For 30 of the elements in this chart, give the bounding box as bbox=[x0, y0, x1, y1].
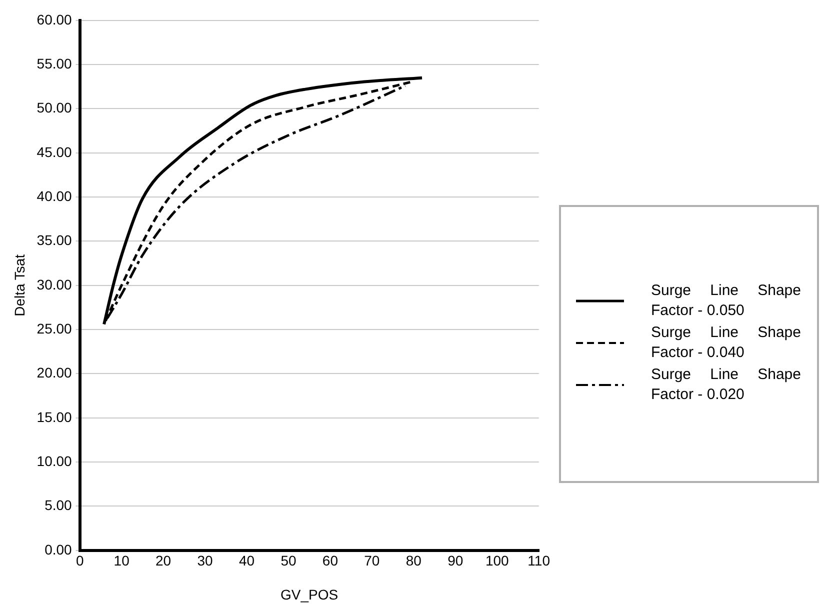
x-tick-label: 100 bbox=[485, 552, 510, 569]
y-tick-label: 25.00 bbox=[36, 320, 72, 336]
y-tick-label: 0.00 bbox=[44, 541, 72, 558]
y-tick-label: 5.00 bbox=[44, 497, 72, 514]
y-tick-label: 15.00 bbox=[36, 408, 72, 425]
x-tick-label: 90 bbox=[448, 552, 464, 569]
x-tick-label: 10 bbox=[114, 552, 130, 569]
x-tick-label: 20 bbox=[156, 552, 172, 569]
x-tick-label: 60 bbox=[322, 552, 338, 569]
y-tick-label: 50.00 bbox=[36, 100, 72, 116]
y-tick-label: 35.00 bbox=[36, 232, 72, 248]
x-axis-title: GV_POS bbox=[280, 586, 338, 602]
x-tick-label: 30 bbox=[197, 552, 214, 569]
y-tick-label: 20.00 bbox=[36, 364, 72, 381]
legend-label: Surge Line Shape Factor - 0.020 bbox=[651, 365, 801, 405]
y-axis-title: Delta Tsat bbox=[11, 254, 28, 316]
y-tick-label: 55.00 bbox=[36, 55, 72, 72]
x-tick-label: 50 bbox=[280, 552, 296, 569]
legend-label: Surge Line Shape Factor - 0.050 bbox=[651, 281, 801, 321]
y-tick-label: 10.00 bbox=[36, 452, 72, 469]
x-tick-label: 70 bbox=[364, 552, 380, 569]
y-tick-label: 40.00 bbox=[36, 188, 72, 204]
x-tick-label: 80 bbox=[406, 552, 422, 569]
x-tick-label: 0 bbox=[76, 552, 84, 569]
y-tick-label: 60.00 bbox=[36, 11, 72, 28]
x-tick-label: 40 bbox=[238, 552, 255, 569]
legend-label: Surge Line Shape Factor - 0.040 bbox=[651, 323, 801, 363]
y-tick-label: 30.00 bbox=[36, 276, 72, 292]
x-tick-label: 110 bbox=[528, 552, 550, 569]
y-tick-label: 45.00 bbox=[36, 144, 72, 160]
